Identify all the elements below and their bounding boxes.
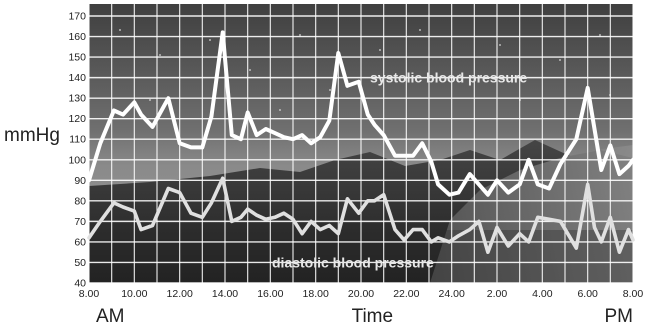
star (119, 29, 121, 31)
x-tick-label: 16.00 (257, 288, 283, 300)
x-axis-start-label: AM (96, 306, 125, 327)
x-axis-end-label: PM (605, 306, 634, 327)
x-tick-label: 20.00 (348, 288, 374, 300)
y-tick-label: 40 (74, 278, 86, 290)
x-tick-label: 12.00 (167, 288, 193, 300)
cliff-face (430, 145, 633, 283)
systolic-series-label: systolic blood pressure (370, 70, 527, 86)
x-tick-label: 10.00 (121, 288, 147, 300)
x-tick-label: 4.00 (532, 288, 553, 300)
y-tick-label: 70 (74, 216, 86, 228)
y-tick-label: 110 (69, 134, 86, 146)
star (559, 59, 561, 61)
y-axis-label: mmHg (4, 125, 60, 146)
x-tick-label: 6.00 (577, 288, 598, 300)
x-tick-label: 8.00 (623, 288, 644, 300)
y-tick-label: 100 (68, 154, 86, 166)
diastolic-series-label: diastolic blood pressure (272, 254, 434, 270)
star (329, 89, 331, 91)
x-axis-ticks: 8.00 10.00 12.00 14.00 16.00 18.00 20.00 22.00 2… (79, 288, 644, 300)
x-tick-label: 22.00 (393, 288, 419, 300)
star (419, 29, 421, 31)
star (299, 34, 301, 36)
star (249, 69, 251, 71)
star (599, 34, 601, 36)
star (279, 109, 281, 111)
x-tick-label: 24.00 (439, 288, 465, 300)
x-tick-label: 18.00 (303, 288, 329, 300)
star (379, 49, 381, 51)
x-axis-label: Time (352, 306, 394, 327)
y-tick-label: 50 (74, 257, 86, 269)
y-tick-label: 170 (68, 11, 86, 23)
y-axis-ticks: 40 50 60 70 80 90 100 110 120 130 140 150 160 170 (68, 11, 86, 290)
star (149, 99, 151, 101)
y-tick-label: 130 (68, 93, 86, 105)
star (159, 54, 161, 56)
diastolic-series-line (87, 176, 635, 254)
systolic-series-line (87, 30, 635, 197)
x-tick-label: 14.00 (212, 288, 238, 300)
star (499, 44, 501, 46)
y-tick-label: 60 (74, 236, 86, 248)
x-tick-label: 8.00 (79, 288, 100, 300)
x-tick-label: 2.00 (487, 288, 508, 300)
y-tick-label: 140 (68, 72, 86, 84)
series-lines (87, 30, 635, 254)
star (459, 74, 461, 76)
y-tick-label: 120 (68, 113, 86, 125)
y-tick-label: 150 (68, 52, 86, 64)
y-tick-label: 160 (68, 31, 86, 43)
star (209, 39, 211, 41)
y-tick-label: 80 (74, 195, 86, 207)
y-tick-label: 90 (74, 175, 86, 187)
